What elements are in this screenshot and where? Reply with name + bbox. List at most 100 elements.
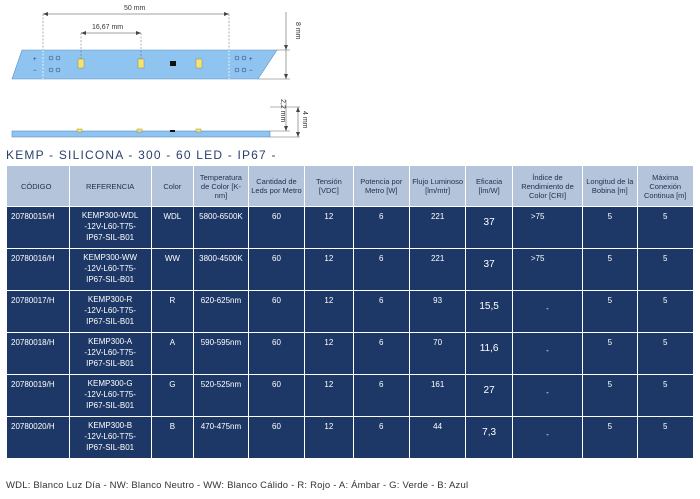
cell-eficacia: 11,6 — [466, 333, 512, 374]
cell-temperatura: 620-625nm — [194, 291, 248, 332]
cell-maxima: 5 — [637, 291, 693, 332]
cell-temperatura: 5800-6500K — [194, 207, 248, 248]
cell-eficacia: 37 — [466, 249, 512, 290]
cell-eficacia: 27 — [466, 375, 512, 416]
referencia-line: IP67-SIL-B01 — [86, 401, 135, 410]
referencia-line: KEMP300-WDL — [81, 211, 139, 220]
header-color: Color — [151, 166, 194, 206]
header-maxima: Máxima Conexión Continua [m] — [637, 166, 693, 206]
led-3 — [195, 58, 203, 69]
cell-cri: - — [512, 417, 583, 458]
cell-potencia: 6 — [353, 417, 409, 458]
referencia-line: KEMP300-B — [88, 421, 133, 430]
cell-eficacia: 7,3 — [466, 417, 512, 458]
cell-temperatura: 590-595nm — [194, 333, 248, 374]
header-temperatura: Temperatura de Color [K-nm] — [194, 166, 248, 206]
cell-temperatura: 520-525nm — [194, 375, 248, 416]
referencia-line: KEMP300-G — [87, 379, 133, 388]
cell-maxima: 5 — [637, 333, 693, 374]
cell-referencia: KEMP300-A -12V-L60-T75- IP67-SIL-B01 — [69, 333, 151, 374]
header-potencia: Potencia por Metro [W] — [353, 166, 409, 206]
referencia-line: -12V-L60-T75- — [84, 222, 136, 231]
referencia-line: KEMP300-A — [88, 337, 133, 346]
cell-referencia: KEMP300-WDL -12V-L60-T75- IP67-SIL-B01 — [69, 207, 151, 248]
cell-longitud: 5 — [583, 291, 637, 332]
cell-cri: >75 — [512, 207, 583, 248]
referencia-line: -12V-L60-T75- — [84, 348, 136, 357]
cell-longitud: 5 — [583, 207, 637, 248]
cell-referencia: KEMP300-G -12V-L60-T75- IP67-SIL-B01 — [69, 375, 151, 416]
pads-right — [234, 55, 247, 73]
referencia-line: IP67-SIL-B01 — [86, 317, 135, 326]
cell-tension: 12 — [305, 249, 353, 290]
led-strip-diagram: + − + − 50 mm 16,67 mm 8 mm 2,2 mm 4 mm — [11, 5, 308, 138]
table-header-row: CÓDIGO REFERENCIA Color Temperatura de C… — [7, 166, 693, 206]
cell-flujo: 70 — [409, 333, 466, 374]
cell-potencia: 6 — [353, 291, 409, 332]
cell-codigo: 20780016/H — [7, 249, 69, 290]
color-legend: WDL: Blanco Luz Día - NW: Blanco Neutro … — [6, 480, 469, 491]
header-tension: Tensión [VDC] — [305, 166, 353, 206]
cell-cri: - — [512, 291, 583, 332]
cell-cantidad-leds: 60 — [248, 333, 305, 374]
cell-maxima: 5 — [637, 249, 693, 290]
header-longitud: Longitud de la Bobina [m] — [583, 166, 637, 206]
cell-codigo: 20780019/H — [7, 375, 69, 416]
cell-temperatura: 470-475nm — [194, 417, 248, 458]
pad-minus-right: − — [249, 68, 253, 74]
header-referencia: REFERENCIA — [69, 166, 151, 206]
cell-cantidad-leds: 60 — [248, 207, 305, 248]
cell-tension: 12 — [305, 207, 353, 248]
strip-top-view — [11, 49, 278, 80]
cell-cantidad-leds: 60 — [248, 249, 305, 290]
length-label: 50 mm — [124, 5, 146, 12]
cell-maxima: 5 — [637, 207, 693, 248]
cell-longitud: 5 — [583, 249, 637, 290]
cell-tension: 12 — [305, 291, 353, 332]
cell-referencia: KEMP300-R -12V-L60-T75- IP67-SIL-B01 — [69, 291, 151, 332]
cell-flujo: 221 — [409, 249, 466, 290]
table-row: 20780015/H KEMP300-WDL -12V-L60-T75- IP67-S… — [7, 207, 693, 248]
cell-codigo: 20780015/H — [7, 207, 69, 248]
table-row: 20780018/H KEMP300-A -12V-L60-T75- IP67-SIL… — [7, 333, 693, 374]
cell-referencia: KEMP300-B -12V-L60-T75- IP67-SIL-B01 — [69, 417, 151, 458]
cell-cri: >75 — [512, 249, 583, 290]
referencia-line: IP67-SIL-B01 — [86, 443, 135, 452]
cell-cantidad-leds: 60 — [248, 291, 305, 332]
cell-tension: 12 — [305, 375, 353, 416]
cell-color: A — [151, 333, 194, 374]
cell-potencia: 6 — [353, 375, 409, 416]
referencia-line: -12V-L60-T75- — [84, 264, 136, 273]
resistor — [170, 61, 176, 66]
product-title: KEMP - SILICONA - 300 - 60 LED - IP67 - — [6, 148, 277, 162]
cell-maxima: 5 — [637, 417, 693, 458]
cell-potencia: 6 — [353, 207, 409, 248]
header-cri: Índice de Rendimiento de Color [CRI] — [512, 166, 583, 206]
height-label-2: 4 mm — [301, 111, 308, 129]
referencia-line: IP67-SIL-B01 — [86, 275, 135, 284]
cell-color: B — [151, 417, 194, 458]
pad-minus-left: − — [33, 68, 37, 74]
cell-longitud: 5 — [583, 333, 637, 374]
cell-longitud: 5 — [583, 375, 637, 416]
header-eficacia: Eficacia [lm/W] — [466, 166, 512, 206]
cell-longitud: 5 — [583, 417, 637, 458]
cell-potencia: 6 — [353, 333, 409, 374]
cell-flujo: 221 — [409, 207, 466, 248]
spec-table: CÓDIGO REFERENCIA Color Temperatura de C… — [6, 165, 694, 459]
pad-plus-right: + — [249, 57, 253, 63]
table-row: 20780020/H KEMP300-B -12V-L60-T75- IP67-SIL… — [7, 417, 693, 458]
width-label: 8 mm — [294, 22, 301, 40]
referencia-line: -12V-L60-T75- — [84, 432, 136, 441]
referencia-line: IP67-SIL-B01 — [86, 359, 135, 368]
cell-color: G — [151, 375, 194, 416]
cell-tension: 12 — [305, 417, 353, 458]
cell-referencia: KEMP300-WW -12V-L60-T75- IP67-SIL-B01 — [69, 249, 151, 290]
pads-left — [48, 55, 61, 73]
table-row: 20780016/H KEMP300-WW -12V-L60-T75- IP67-SI… — [7, 249, 693, 290]
cell-cantidad-leds: 60 — [248, 417, 305, 458]
cell-flujo: 44 — [409, 417, 466, 458]
cell-cri: - — [512, 333, 583, 374]
cell-eficacia: 15,5 — [466, 291, 512, 332]
cell-color: R — [151, 291, 194, 332]
